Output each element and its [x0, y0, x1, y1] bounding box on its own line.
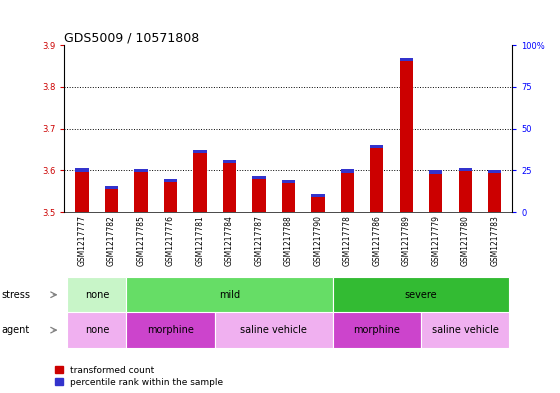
Bar [127, 312, 214, 348]
Bar [76, 172, 88, 212]
Bar [134, 172, 148, 212]
Bar [164, 182, 177, 212]
Text: GSM1217780: GSM1217780 [461, 215, 470, 266]
Text: morphine: morphine [353, 325, 400, 335]
Bar [400, 58, 413, 61]
Bar [76, 168, 88, 172]
Bar [400, 61, 413, 212]
Text: severe: severe [405, 290, 437, 300]
Bar [105, 186, 118, 189]
Bar [67, 277, 127, 312]
Text: GSM1217786: GSM1217786 [372, 215, 381, 266]
Bar [67, 312, 127, 348]
Text: GSM1217784: GSM1217784 [225, 215, 234, 266]
Bar [311, 194, 324, 197]
Legend: transformed count, percentile rank within the sample: transformed count, percentile rank withi… [55, 366, 223, 387]
Bar [340, 173, 354, 212]
Text: GSM1217782: GSM1217782 [107, 215, 116, 266]
Text: GSM1217790: GSM1217790 [314, 215, 323, 266]
Bar [333, 312, 421, 348]
Bar [223, 163, 236, 212]
Text: GSM1217776: GSM1217776 [166, 215, 175, 266]
Bar [214, 312, 333, 348]
Bar [311, 197, 324, 212]
Text: saline vehicle: saline vehicle [432, 325, 498, 335]
Text: saline vehicle: saline vehicle [240, 325, 307, 335]
Text: none: none [85, 290, 109, 300]
Text: morphine: morphine [147, 325, 194, 335]
Text: GSM1217778: GSM1217778 [343, 215, 352, 266]
Text: GSM1217787: GSM1217787 [254, 215, 263, 266]
Bar [164, 179, 177, 182]
Bar [421, 312, 510, 348]
Bar [370, 145, 384, 148]
Bar [127, 277, 333, 312]
Text: GSM1217783: GSM1217783 [490, 215, 499, 266]
Bar [333, 277, 510, 312]
Text: none: none [85, 325, 109, 335]
Bar [223, 160, 236, 163]
Text: GSM1217781: GSM1217781 [195, 215, 204, 266]
Text: GDS5009 / 10571808: GDS5009 / 10571808 [64, 31, 200, 44]
Text: agent: agent [1, 325, 29, 335]
Text: GSM1217779: GSM1217779 [431, 215, 440, 266]
Bar [370, 148, 384, 212]
Text: mild: mild [219, 290, 240, 300]
Bar [193, 153, 207, 212]
Bar [459, 171, 472, 212]
Bar [282, 183, 295, 212]
Bar [193, 150, 207, 153]
Text: GSM1217789: GSM1217789 [402, 215, 411, 266]
Bar [429, 171, 442, 174]
Bar [340, 169, 354, 173]
Bar [282, 180, 295, 183]
Text: GSM1217777: GSM1217777 [78, 215, 87, 266]
Bar [429, 174, 442, 212]
Bar [459, 168, 472, 171]
Bar [105, 189, 118, 212]
Text: stress: stress [1, 290, 30, 300]
Bar [253, 179, 265, 212]
Bar [253, 176, 265, 179]
Text: GSM1217785: GSM1217785 [137, 215, 146, 266]
Bar [134, 169, 148, 172]
Bar [488, 173, 501, 212]
Bar [488, 170, 501, 173]
Text: GSM1217788: GSM1217788 [284, 215, 293, 266]
